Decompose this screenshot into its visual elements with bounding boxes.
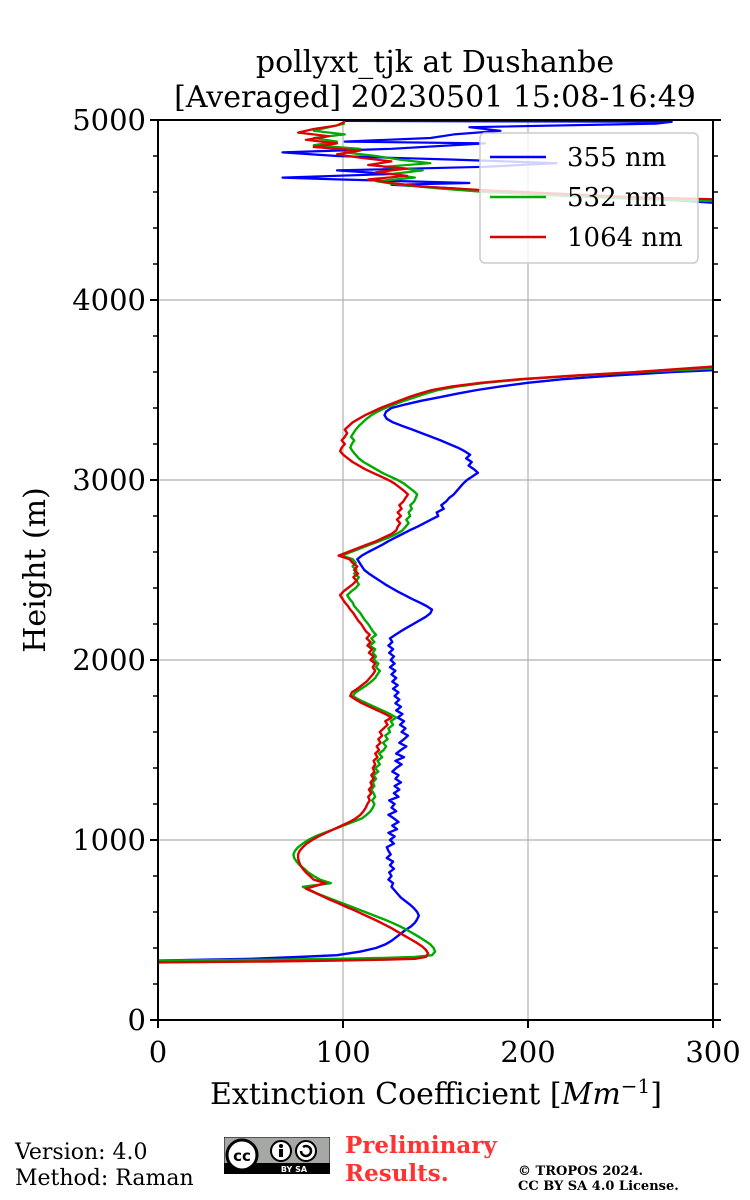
series-line-1064-nm: [158, 365, 713, 964]
series-upper-noise-1064-nm: [297, 120, 713, 201]
y-tick-label: 1000: [72, 823, 146, 857]
x-axis-label: Extinction Coefficient [Mm−1]: [210, 1074, 662, 1112]
x-tick-label: 100: [315, 1035, 370, 1069]
legend-box: [479, 132, 699, 264]
cc-icon: [225, 1138, 259, 1172]
svg-text:cc: cc: [233, 1147, 251, 1165]
cc-license-badge: cc BY SA: [224, 1137, 330, 1174]
y-tick-label: 3000: [72, 463, 146, 497]
x-tick-label: 0: [149, 1035, 167, 1069]
y-tick-label: 2000: [72, 643, 146, 677]
svg-text:BY SA: BY SA: [281, 1165, 308, 1174]
series-layer: [158, 119, 713, 964]
plot-frame: [157, 119, 714, 1021]
series-line-355-nm: [158, 369, 713, 962]
y-tick-label: 4000: [72, 283, 146, 317]
preliminary-results-note: Preliminary Results.: [345, 1132, 497, 1188]
chart-title-line1: pollyxt_tjk at Dushanbe: [256, 45, 614, 80]
y-tick-label: 0: [128, 1003, 146, 1037]
y-axis-label: Height (m): [18, 487, 53, 652]
method-text: Method: Raman: [15, 1166, 194, 1191]
version-text: Version: 4.0: [15, 1140, 148, 1165]
chart-title-line2: [Averaged] 20230501 15:08-16:49: [174, 80, 696, 115]
preliminary-line1: Preliminary: [345, 1132, 497, 1159]
copyright-line2: CC BY SA 4.0 License.: [518, 1179, 679, 1194]
legend-label: 532 nm: [567, 183, 666, 213]
ticks: [150, 119, 721, 1028]
x-tick-label: 300: [685, 1035, 740, 1069]
series-line-532-nm: [158, 367, 713, 962]
x-tick-label: 200: [500, 1035, 555, 1069]
copyright-note: © TROPOS 2024. CC BY SA 4.0 License.: [518, 1164, 679, 1194]
legend-label: 1064 nm: [567, 223, 683, 253]
sa-icon: [295, 1140, 317, 1162]
legend: 355 nm 532 nm 1064 nm: [479, 132, 699, 264]
preliminary-line2: Results.: [345, 1160, 449, 1187]
series-clipped: [158, 119, 713, 964]
legend-label: 355 nm: [567, 143, 666, 173]
y-tick-label: 5000: [72, 103, 146, 137]
copyright-line1: © TROPOS 2024.: [518, 1164, 644, 1179]
